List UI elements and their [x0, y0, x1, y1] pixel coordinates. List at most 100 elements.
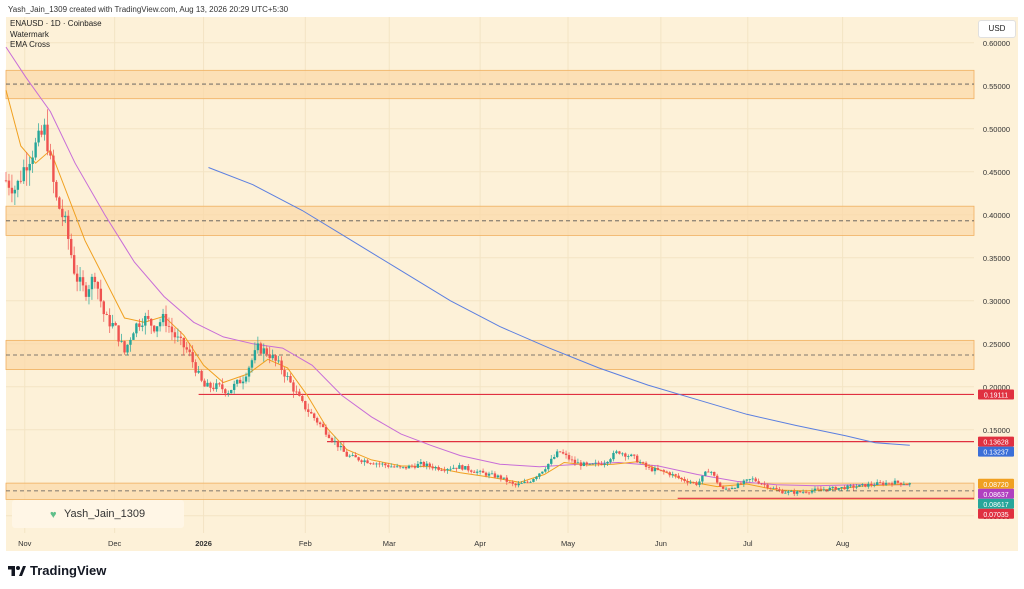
price-tick-label: 0.40000: [983, 211, 1010, 220]
candle-up: [31, 157, 34, 164]
candle-up: [161, 313, 165, 323]
ema-mid-line: [5, 46, 910, 487]
price-tick-label: 0.35000: [983, 254, 1010, 263]
candle-down: [781, 490, 784, 494]
candle-up: [858, 484, 861, 487]
candle-down: [179, 336, 183, 338]
candle-down: [825, 489, 829, 491]
price-tick-label: 0.15000: [983, 426, 1010, 435]
candle-down: [312, 413, 316, 419]
candle-down: [455, 467, 458, 469]
chart-legend: ENAUSD · 1D · Coinbase Watermark EMA Cro…: [10, 19, 102, 51]
price-label-text: 0.08720: [983, 482, 1008, 489]
candle-up: [277, 360, 280, 362]
candle-down: [899, 482, 903, 485]
candle-up: [884, 482, 888, 485]
candle-down: [268, 354, 271, 359]
ema-cross-indicator[interactable]: EMA Cross: [10, 40, 51, 49]
candle-up: [206, 382, 209, 387]
price-label-tag: [978, 436, 1014, 447]
candle-down: [345, 451, 348, 457]
candle-down: [493, 473, 497, 478]
candle-up: [43, 124, 46, 135]
candle-down: [182, 337, 185, 348]
candle-down: [147, 315, 150, 319]
candle-up: [736, 483, 740, 488]
candle-up: [837, 487, 840, 490]
candle-down: [757, 481, 760, 484]
candle-down: [561, 452, 565, 454]
candle-up: [253, 350, 257, 361]
candle-up: [351, 455, 354, 456]
candle-down: [342, 445, 346, 452]
candle-down: [384, 463, 387, 466]
candle-down: [677, 475, 680, 478]
candle-up: [795, 491, 799, 494]
candle-up: [828, 487, 831, 491]
candle-down: [695, 482, 698, 485]
candle-up: [395, 466, 399, 468]
candle-up: [772, 487, 775, 489]
candle-down: [49, 151, 52, 156]
price-label-tag: [978, 478, 1014, 489]
candle-up: [653, 468, 657, 472]
candle-down: [398, 466, 402, 468]
price-labels: 0.19111 0.13628 0.13237 0.08720 0.08637 0.086…: [978, 389, 1014, 519]
candle-up: [37, 130, 40, 143]
price-label-tag: [978, 446, 1014, 457]
time-axis-label: 2026: [195, 539, 212, 548]
candle-up: [13, 189, 17, 194]
candle-down: [656, 468, 660, 470]
candle-down: [644, 462, 648, 467]
price-label-tag: [978, 508, 1014, 519]
candle-down: [508, 481, 511, 483]
candle-down: [150, 318, 153, 326]
candle-up: [813, 488, 817, 491]
candle-up: [487, 473, 491, 476]
candle-down: [209, 382, 212, 388]
candle-up: [520, 482, 523, 484]
candle-down: [707, 471, 710, 473]
candle-up: [710, 471, 713, 473]
candle-down: [422, 461, 426, 467]
candle-down: [108, 314, 111, 327]
price-label-text: 0.13237: [983, 450, 1008, 457]
time-axis-label: Dec: [108, 539, 122, 548]
currency-button[interactable]: USD: [978, 20, 1016, 38]
symbol-info[interactable]: ENAUSD · 1D · Coinbase: [10, 19, 102, 28]
candle-down: [618, 451, 621, 454]
ema-lines: [5, 46, 910, 492]
candle-down: [579, 462, 583, 466]
candle-down: [807, 492, 811, 494]
candle-down: [372, 463, 375, 465]
time-axis-label: Feb: [299, 539, 312, 548]
candle-down: [870, 483, 873, 486]
candle-down: [357, 457, 360, 461]
candle-up: [822, 489, 826, 491]
candle-up: [555, 451, 559, 458]
candle-up: [446, 469, 449, 471]
candle-down: [318, 422, 322, 425]
candle-up: [22, 167, 25, 182]
candle-down: [721, 486, 725, 489]
candle-down: [46, 124, 49, 152]
candle-down: [58, 197, 61, 209]
candle-down: [200, 370, 203, 381]
candle-up: [810, 490, 814, 493]
candle-down: [301, 395, 304, 401]
candle-down: [123, 341, 126, 353]
candle-up: [908, 483, 911, 485]
watermark-indicator[interactable]: Watermark: [10, 29, 49, 39]
candle-up: [730, 488, 734, 489]
candle-up: [363, 460, 366, 463]
candle-down: [298, 391, 301, 396]
candle-down: [378, 463, 381, 465]
candle-down: [40, 130, 43, 135]
candle-down: [659, 469, 663, 471]
candle-down: [461, 465, 464, 470]
candle-up: [250, 360, 254, 368]
candle-up: [606, 461, 609, 464]
chart-area[interactable]: [6, 17, 1018, 551]
candle-down: [633, 454, 636, 456]
